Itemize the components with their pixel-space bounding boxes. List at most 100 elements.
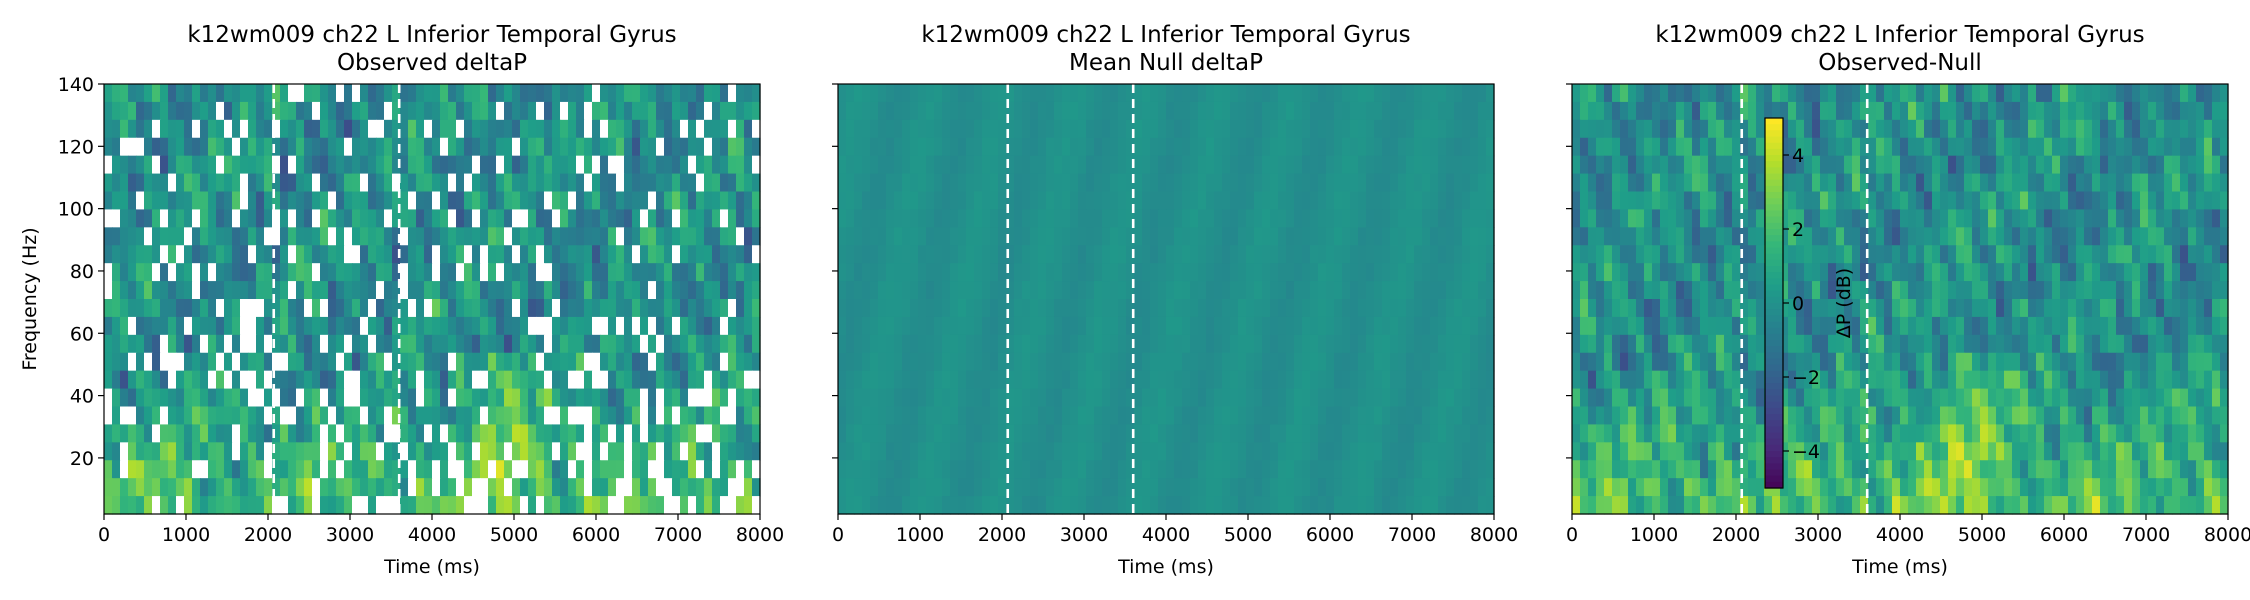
heatmap-cell (664, 101, 673, 121)
heatmap-cell (1572, 173, 1581, 193)
heatmap-cell (328, 334, 337, 354)
heatmap-cell (1940, 173, 1949, 193)
heatmap-cell (1812, 227, 1821, 246)
heatmap-cell (168, 370, 177, 390)
heatmap-cell (862, 352, 871, 372)
heatmap-cell (1684, 119, 1693, 139)
heatmap-cell (1430, 84, 1439, 103)
heatmap-cell (854, 442, 863, 461)
heatmap-cell (1302, 460, 1311, 479)
heatmap-cell (878, 352, 887, 372)
heatmap-cell (112, 370, 121, 390)
heatmap-cell (216, 442, 225, 461)
heatmap-cell (704, 460, 713, 479)
heatmap-cell (480, 227, 489, 246)
heatmap-cell (512, 442, 521, 461)
heatmap-cell (1478, 388, 1487, 408)
heatmap-cell (1390, 316, 1399, 336)
heatmap-cell (1804, 173, 1813, 193)
heatmap-cell (752, 496, 761, 515)
heatmap-cell (560, 424, 569, 443)
heatmap-cell (1708, 119, 1717, 139)
heatmap-cell (440, 406, 449, 426)
heatmap-cell (1334, 227, 1343, 246)
heatmap-cell (1478, 119, 1487, 139)
heatmap-cell (680, 245, 689, 264)
heatmap-cell (472, 460, 481, 479)
heatmap-cell (624, 299, 633, 318)
heatmap-cell (1014, 388, 1023, 408)
heatmap-cell (752, 388, 761, 408)
heatmap-cell (1198, 209, 1207, 228)
heatmap-cell (1636, 137, 1645, 157)
heatmap-cell (504, 245, 513, 264)
heatmap-cell (2124, 119, 2133, 139)
heatmap-cell (2116, 119, 2125, 139)
heatmap-cell (704, 119, 713, 139)
heatmap-cell (184, 227, 193, 246)
heatmap-cell (672, 137, 681, 157)
heatmap-cell (2172, 119, 2181, 139)
heatmap-cell (846, 496, 855, 515)
heatmap-cell (1668, 191, 1677, 211)
heatmap-cell (296, 370, 305, 390)
heatmap-cell (472, 155, 481, 175)
heatmap-cell (1190, 227, 1199, 246)
heatmap-cell (2068, 173, 2077, 193)
heatmap-cell (544, 155, 553, 175)
heatmap-cell (296, 352, 305, 372)
heatmap-cell (528, 460, 537, 479)
heatmap-cell (512, 406, 521, 426)
heatmap-cell (336, 245, 345, 264)
heatmap-cell (886, 370, 895, 390)
heatmap-cell (736, 263, 745, 282)
heatmap-cell (288, 316, 297, 336)
heatmap-cell (1174, 299, 1183, 318)
heatmap-cell (1350, 281, 1359, 300)
heatmap-cell (304, 388, 313, 408)
heatmap-cell (2108, 245, 2117, 264)
heatmap-cell (2164, 263, 2173, 282)
heatmap-cell (1334, 460, 1343, 479)
heatmap-cell (1062, 496, 1071, 515)
heatmap-cell (672, 424, 681, 443)
heatmap-cell (1134, 137, 1143, 157)
heatmap-cell (664, 299, 673, 318)
heatmap-cell (464, 370, 473, 390)
heatmap-cell (184, 388, 193, 408)
heatmap-cell (512, 352, 521, 372)
heatmap-cell (990, 496, 999, 515)
heatmap-cell (1358, 334, 1367, 354)
heatmap-cell (1046, 424, 1055, 443)
heatmap-cell (464, 101, 473, 121)
heatmap-cell (384, 424, 393, 443)
heatmap-cell (1892, 191, 1901, 211)
heatmap-cell (982, 191, 991, 211)
heatmap-cell (328, 406, 337, 426)
heatmap-cell (176, 424, 185, 443)
heatmap-cell (1166, 316, 1175, 336)
heatmap-cell (1932, 173, 1941, 193)
heatmap-cell (568, 299, 577, 318)
heatmap-cell (1478, 101, 1487, 121)
heatmap-cell (1374, 84, 1383, 103)
heatmap-cell (1102, 442, 1111, 461)
heatmap-cell (1142, 245, 1151, 264)
heatmap-cell (854, 155, 863, 175)
heatmap-cell (1860, 137, 1869, 157)
heatmap-cell (408, 245, 417, 264)
heatmap-cell (456, 299, 465, 318)
panel-title-line2: Mean Null deltaP (1069, 50, 1263, 76)
heatmap-cell (1190, 299, 1199, 318)
heatmap-cell (1062, 137, 1071, 157)
heatmap-cell (1254, 209, 1263, 228)
heatmap-cell (958, 388, 967, 408)
heatmap-cell (752, 155, 761, 175)
heatmap-cell (688, 370, 697, 390)
heatmap-cell (1118, 84, 1127, 103)
heatmap-cell (528, 137, 537, 157)
heatmap-cell (1454, 155, 1463, 175)
heatmap-cell (1446, 460, 1455, 479)
heatmap-cell (152, 263, 161, 282)
heatmap-cell (1612, 101, 1621, 121)
